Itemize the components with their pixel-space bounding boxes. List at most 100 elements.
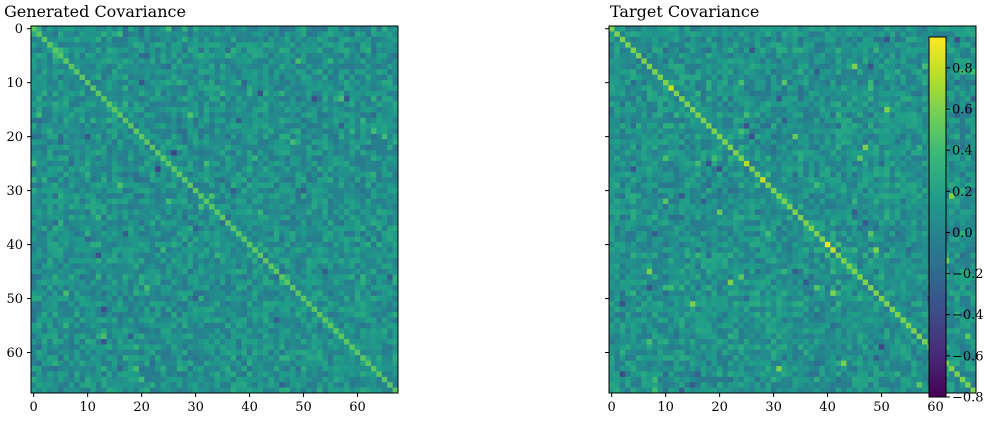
generated-heatmap-cell bbox=[371, 328, 377, 334]
generated-heatmap-cell bbox=[63, 58, 70, 65]
generated-heatmap-cell bbox=[74, 285, 80, 291]
generated-heatmap-cell bbox=[349, 339, 356, 345]
generated-heatmap-cell bbox=[74, 117, 80, 124]
generated-heatmap-cell bbox=[344, 241, 350, 248]
generated-heatmap-cell bbox=[241, 52, 248, 59]
generated-heatmap-cell bbox=[268, 360, 275, 367]
generated-heatmap-cell bbox=[52, 112, 59, 119]
generated-heatmap-cell bbox=[57, 85, 64, 92]
generated-heatmap-cell bbox=[306, 306, 312, 313]
generated-heatmap-cell bbox=[327, 177, 334, 183]
generated-heatmap-cell bbox=[381, 160, 388, 167]
generated-heatmap-cell bbox=[192, 366, 199, 372]
generated-heatmap-cell bbox=[101, 387, 107, 394]
generated-heatmap-cell bbox=[192, 155, 199, 162]
generated-heatmap-cell bbox=[230, 312, 237, 318]
generated-heatmap-cell bbox=[128, 231, 134, 237]
target-heatmap-cell bbox=[857, 31, 864, 38]
generated-heatmap-cell bbox=[219, 182, 226, 189]
generated-heatmap-cell bbox=[192, 247, 199, 254]
generated-heatmap-cell bbox=[128, 58, 134, 65]
generated-heatmap-cell bbox=[268, 58, 275, 65]
generated-heatmap-cell bbox=[371, 366, 377, 372]
generated-heatmap-cell bbox=[214, 360, 221, 367]
generated-heatmap-cell bbox=[344, 166, 350, 173]
generated-heatmap-cell bbox=[387, 79, 393, 86]
generated-heatmap-cell bbox=[306, 225, 312, 232]
generated-heatmap-cell bbox=[371, 220, 377, 227]
generated-heatmap-cell bbox=[257, 231, 264, 237]
generated-heatmap-cell bbox=[365, 171, 372, 178]
generated-heatmap-cell bbox=[155, 187, 161, 194]
generated-heatmap-cell bbox=[284, 339, 291, 345]
generated-heatmap-cell bbox=[236, 279, 242, 286]
generated-heatmap-cell bbox=[117, 52, 124, 59]
generated-heatmap-cell bbox=[90, 74, 97, 81]
target-heatmap-cell bbox=[819, 31, 826, 38]
generated-heatmap-cell bbox=[333, 274, 339, 281]
generated-heatmap-cell bbox=[273, 306, 280, 313]
generated-heatmap-cell bbox=[160, 36, 167, 43]
generated-heatmap-cell bbox=[198, 231, 205, 237]
generated-heatmap-cell bbox=[214, 182, 221, 189]
generated-heatmap-cell bbox=[246, 112, 253, 119]
generated-heatmap-cell bbox=[31, 366, 37, 372]
generated-heatmap-cell bbox=[209, 349, 215, 356]
target-heatmap-cell bbox=[965, 31, 971, 38]
generated-heatmap-cell bbox=[171, 220, 178, 227]
generated-heatmap-cell bbox=[165, 279, 172, 286]
generated-heatmap-cell bbox=[354, 258, 361, 264]
generated-heatmap-cell bbox=[344, 90, 350, 97]
generated-heatmap-cell bbox=[31, 322, 37, 329]
generated-heatmap-cell bbox=[295, 96, 302, 102]
generated-heatmap-cell bbox=[300, 52, 307, 59]
generated-heatmap-cell bbox=[214, 47, 221, 54]
generated-heatmap-cell bbox=[246, 328, 253, 334]
generated-heatmap-cell bbox=[311, 198, 318, 205]
generated-heatmap-cell bbox=[171, 322, 178, 329]
generated-heatmap-cell bbox=[214, 193, 221, 200]
generated-heatmap-cell bbox=[360, 96, 366, 102]
generated-heatmap-cell bbox=[279, 322, 286, 329]
generated-heatmap-cell bbox=[333, 366, 339, 372]
generated-heatmap-cell bbox=[306, 247, 312, 254]
generated-heatmap-cell bbox=[90, 58, 97, 65]
generated-heatmap-cell bbox=[387, 360, 393, 367]
generated-heatmap-cell bbox=[360, 328, 366, 334]
generated-heatmap-cell bbox=[155, 31, 161, 38]
generated-heatmap-cell bbox=[106, 139, 113, 146]
generated-heatmap-cell bbox=[79, 26, 86, 32]
generated-heatmap-cell bbox=[268, 193, 275, 200]
generated-heatmap-cell bbox=[376, 42, 383, 48]
generated-heatmap-cell bbox=[41, 322, 48, 329]
generated-heatmap-cell bbox=[371, 74, 377, 81]
generated-heatmap-cell bbox=[344, 328, 350, 334]
generated-heatmap-cell bbox=[344, 58, 350, 65]
generated-heatmap-cell bbox=[268, 220, 275, 227]
generated-heatmap-cell bbox=[155, 274, 161, 281]
generated-heatmap-cell bbox=[236, 182, 242, 189]
generated-heatmap-cell bbox=[90, 344, 97, 351]
generated-heatmap-cell bbox=[246, 133, 253, 140]
generated-heatmap-cell bbox=[236, 274, 242, 281]
generated-heatmap-cell bbox=[311, 285, 318, 291]
generated-heatmap-cell bbox=[349, 360, 356, 367]
generated-heatmap-cell bbox=[36, 317, 43, 324]
generated-heatmap-cell bbox=[268, 96, 275, 102]
generated-heatmap-cell bbox=[219, 258, 226, 264]
generated-heatmap-cell bbox=[311, 79, 318, 86]
generated-heatmap-cell bbox=[106, 376, 113, 383]
generated-heatmap-cell bbox=[117, 349, 124, 356]
generated-heatmap-cell bbox=[306, 349, 312, 356]
generated-heatmap-cell bbox=[68, 69, 75, 75]
generated-heatmap-cell bbox=[111, 301, 118, 307]
generated-heatmap-cell bbox=[327, 349, 334, 356]
generated-heatmap-cell bbox=[138, 258, 145, 264]
generated-heatmap-cell bbox=[171, 366, 178, 372]
generated-heatmap-cell bbox=[192, 349, 199, 356]
generated-heatmap-cell bbox=[160, 360, 167, 367]
generated-heatmap-cell bbox=[52, 133, 59, 140]
generated-heatmap-cell bbox=[236, 166, 242, 173]
target-heatmap-cell bbox=[630, 36, 637, 43]
generated-heatmap-cell bbox=[300, 360, 307, 367]
